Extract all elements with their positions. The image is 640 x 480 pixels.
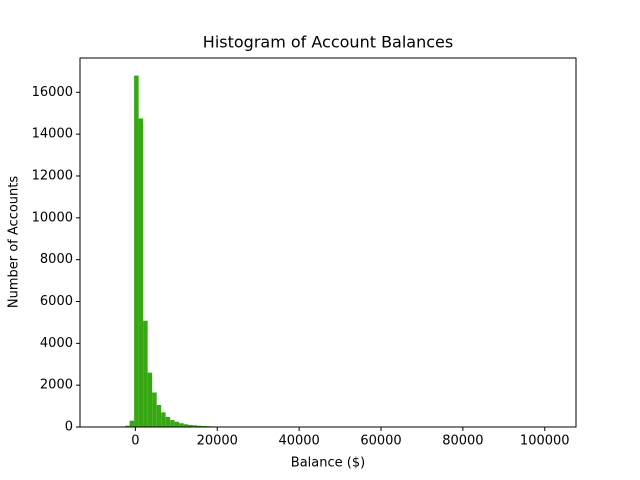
y-tick-label: 8000 [40,252,73,267]
bar [152,392,157,427]
bar [129,420,135,427]
x-tick-label: 60000 [360,434,401,449]
x-tick-label: 20000 [197,434,238,449]
bar [134,75,139,428]
y-tick-label: 2000 [40,378,73,393]
bar [170,420,175,427]
y-tick-label: 14000 [32,127,73,142]
plot-frame [79,57,577,428]
y-tick-label: 6000 [40,294,73,309]
y-tick-label: 12000 [32,168,73,183]
bar [183,424,189,427]
bar [161,412,166,427]
bar [143,320,148,427]
bar [138,118,144,428]
bar [188,424,193,427]
y-tick-label: 4000 [40,336,73,351]
bar [192,425,198,427]
bar [179,423,184,427]
x-tick-label: 100000 [520,434,570,449]
y-tick-label: 10000 [32,210,73,225]
bar [147,372,153,427]
x-tick-label: 0 [131,434,139,449]
bar [156,405,162,427]
y-tick-label: 0 [65,420,73,435]
x-axis-label: Balance ($) [291,456,365,471]
bar [197,425,202,427]
bar [125,425,130,427]
chart-title: Histogram of Account Balances [203,33,453,52]
y-axis-label: Number of Accounts [7,176,22,309]
bar [201,425,207,427]
x-tick-label: 40000 [278,434,319,449]
y-tick-label: 16000 [32,85,73,100]
bar [165,416,171,427]
bar [174,421,180,427]
x-tick-label: 80000 [442,434,483,449]
